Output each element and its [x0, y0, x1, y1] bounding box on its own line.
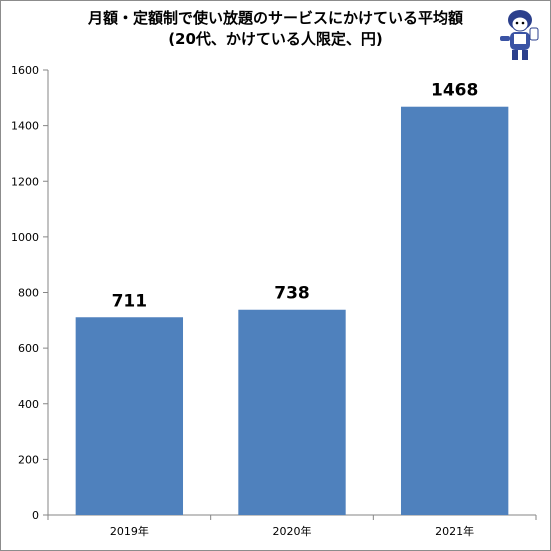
y-tick-label: 1000: [11, 231, 39, 244]
bars: [75, 106, 509, 516]
y-tick-label: 400: [18, 398, 39, 411]
y-tick-label: 1200: [11, 175, 39, 188]
data-labels: 711 738 1468: [112, 81, 479, 312]
y-axis: 0 200 400 600 800 1000 1200 1400 1600: [11, 64, 49, 522]
y-tick-label: 800: [18, 287, 39, 300]
bar: [238, 309, 346, 515]
data-label: 1468: [431, 81, 478, 101]
chart-title-line: 月額・定額制で使い放題のサービスにかけている平均額: [87, 9, 463, 27]
mascot-character-icon: [500, 10, 539, 60]
y-tick-label: 600: [18, 342, 39, 355]
data-label: 738: [274, 284, 310, 304]
x-axis: 2019年 2020年 2021年: [47, 514, 537, 538]
data-label: 711: [112, 291, 148, 311]
bar: [400, 106, 509, 516]
y-tick-label: 0: [32, 509, 39, 522]
x-tick-label: 2021年: [435, 524, 474, 538]
y-tick-label: 1600: [11, 64, 39, 77]
x-tick-label: 2020年: [273, 524, 312, 538]
y-tick-label: 1400: [11, 120, 39, 133]
bar: [75, 317, 184, 515]
chart-title: 月額・定額制で使い放題のサービスにかけている平均額 (20代、かけている人限定、…: [0, 8, 551, 50]
chart-subtitle: (20代、かけている人限定、円): [168, 30, 383, 48]
y-tick-label: 200: [18, 453, 39, 466]
x-tick-label: 2019年: [110, 524, 149, 538]
